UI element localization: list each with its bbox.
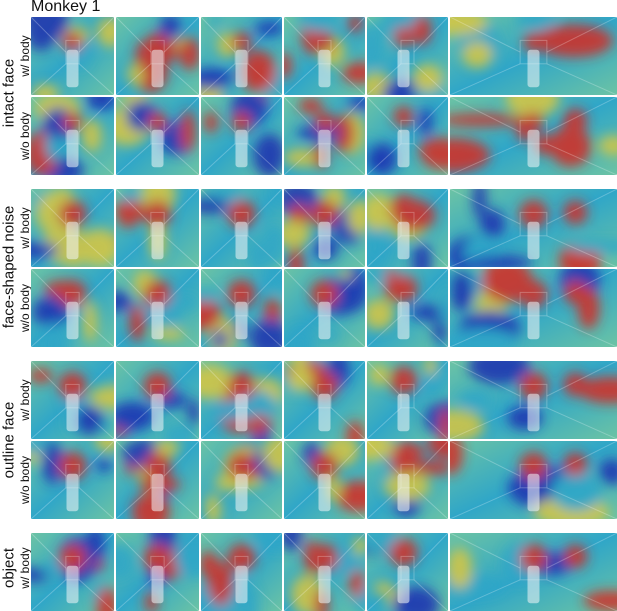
heatmap-tile [284, 17, 365, 95]
group-label-face-shaped-noise: face-shaped noise [0, 205, 18, 329]
heatmap-tile [201, 17, 282, 95]
heatmap-tile [367, 189, 448, 267]
heatmap-tile [116, 361, 199, 439]
heatmap-tile [116, 17, 199, 95]
heatmap-tile [201, 189, 282, 267]
heatmap-tile [116, 269, 199, 347]
heatmap-tile [284, 189, 365, 267]
heatmap-tile [201, 361, 282, 439]
heatmap-tile [367, 17, 448, 95]
heatmap-tile [367, 361, 448, 439]
row-label-intact-face-with-body: w/ body [18, 35, 32, 77]
heatmap-tile [284, 533, 365, 611]
row-label-intact-face-without-body: w/o body [18, 111, 32, 161]
heatmap-tile [116, 97, 199, 175]
heatmap-tile [284, 361, 365, 439]
row-label-face-noise-without-body: w/o body [18, 283, 32, 333]
row-label-face-noise-with-body: w/ body [18, 207, 32, 249]
group-label-outline-face: outline face [0, 401, 18, 479]
heatmap-tile [450, 533, 617, 611]
heatmap-tile [367, 441, 448, 519]
heatmap-tile [201, 441, 282, 519]
heatmap-tile [284, 441, 365, 519]
heatmap-tile [450, 97, 617, 175]
heatmap-tile [367, 269, 448, 347]
heatmap-tile [450, 361, 617, 439]
heatmap-tile [201, 533, 282, 611]
heatmap-tile [31, 97, 114, 175]
heatmap-tile [31, 361, 114, 439]
heatmap-tile [31, 269, 114, 347]
row-label-outline-face-with-body: w/ body [18, 379, 32, 421]
heatmap-tile [284, 97, 365, 175]
group-label-intact-face: intact face [0, 58, 18, 128]
heatmap-tile [367, 97, 448, 175]
heatmap-tile [201, 269, 282, 347]
heatmap-tile [31, 17, 114, 95]
figure-title: Monkey 1 [31, 0, 101, 15]
heatmap-tile [450, 189, 617, 267]
row-label-outline-face-without-body: w/o body [18, 455, 32, 505]
heatmap-tile [31, 441, 114, 519]
heatmap-tile [450, 441, 617, 519]
heatmap-tile [284, 269, 365, 347]
row-label-object-with-body: w/ body [18, 547, 32, 589]
heatmap-tile [31, 533, 114, 611]
heatmap-tile [450, 269, 617, 347]
heatmap-tile [116, 533, 199, 611]
heatmap-image-grid [31, 17, 617, 611]
heatmap-tile [367, 533, 448, 611]
heatmap-tile [450, 17, 617, 95]
group-label-object: object [0, 547, 18, 589]
heatmap-tile [116, 441, 199, 519]
heatmap-tile [201, 97, 282, 175]
heatmap-tile [116, 189, 199, 267]
heatmap-tile [31, 189, 114, 267]
